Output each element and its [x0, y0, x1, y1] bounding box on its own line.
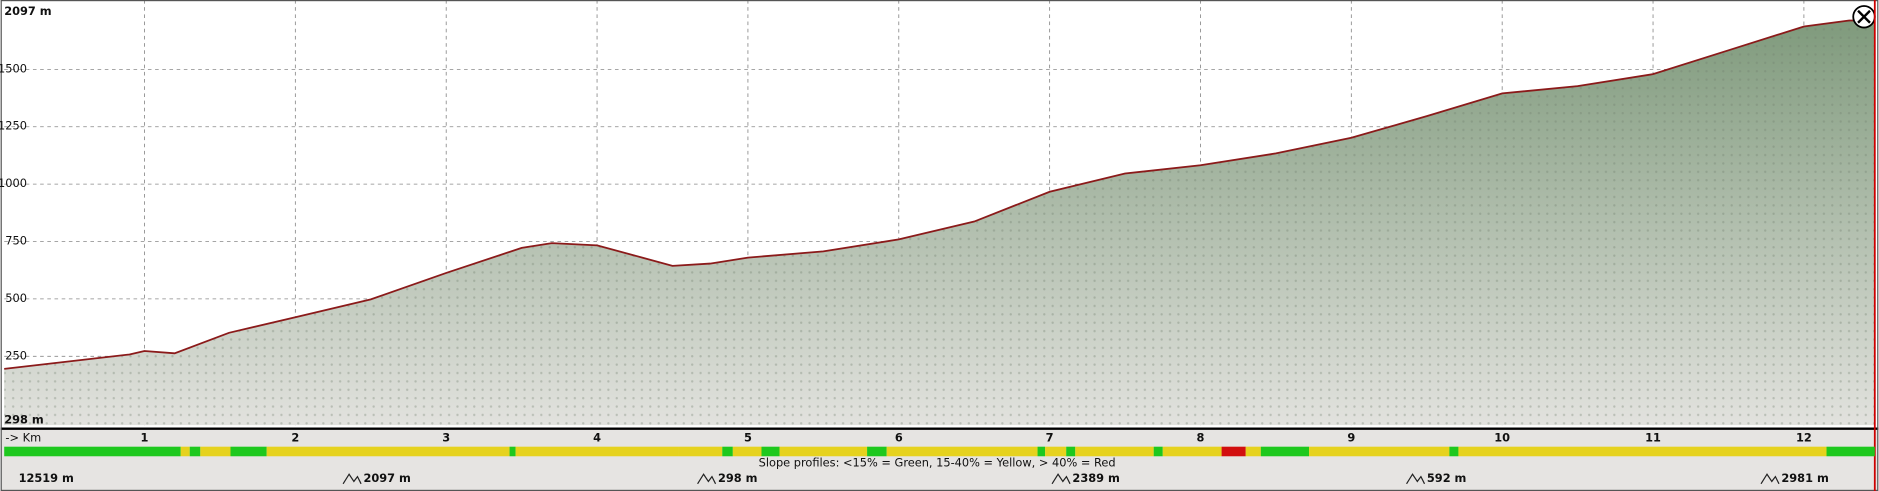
slope-segment	[1045, 446, 1067, 457]
x-tick-label: 9	[1347, 430, 1355, 444]
y-tick-label: 250	[5, 348, 27, 362]
slope-segment	[867, 446, 887, 457]
slope-segment	[732, 446, 762, 457]
slope-segment	[1458, 446, 1827, 457]
x-tick-label: 4	[593, 430, 601, 444]
profile-line	[4, 19, 1875, 370]
stat-icon	[1051, 473, 1071, 485]
slope-segment	[722, 446, 733, 457]
footer-strip	[0, 428, 1879, 491]
slope-segment	[1245, 446, 1261, 457]
stat-value: 2981 m	[1781, 471, 1828, 485]
y-tick-label: 1250	[0, 119, 27, 133]
x-tick-label: 8	[1197, 430, 1205, 444]
slope-segment	[1221, 446, 1246, 457]
slope-segment	[509, 446, 516, 457]
slope-segment	[515, 446, 679, 457]
slope-segment	[779, 446, 868, 457]
slope-segment	[200, 446, 231, 457]
x-tick-label: 7	[1046, 430, 1054, 444]
slope-segment	[1826, 446, 1875, 457]
x-tick-label: 6	[895, 430, 903, 444]
y-tick-label: 500	[5, 291, 27, 305]
slope-segment	[886, 446, 1038, 457]
slope-segment	[1153, 446, 1163, 457]
slope-segment	[1066, 446, 1076, 457]
x-axis-label: -> Km	[5, 430, 41, 444]
max-label: 2097 m	[4, 4, 51, 18]
slope-segment	[1162, 446, 1222, 457]
x-tick-label: 1	[141, 430, 149, 444]
x-tick-label: 5	[744, 430, 752, 444]
y-tick-label: 1500	[0, 61, 27, 75]
x-tick-label: 10	[1494, 430, 1510, 444]
close-button[interactable]	[1852, 5, 1876, 29]
x-tick-label: 12	[1796, 430, 1812, 444]
stat-value: 2097 m	[363, 471, 410, 485]
stat-value: 592 m	[1427, 471, 1467, 485]
close-icon[interactable]	[1857, 9, 1871, 24]
stat-value: 2389 m	[1072, 471, 1119, 485]
stat-icon	[1760, 473, 1780, 485]
stat-icon	[697, 473, 717, 485]
slope-segment	[1309, 446, 1450, 457]
slope-legend: Slope profiles: <15% = Green, 15-40% = Y…	[759, 455, 1116, 469]
stat-icon	[342, 473, 362, 485]
slope-segment	[1075, 446, 1154, 457]
stat-icon	[1406, 473, 1426, 485]
stat-value: 12519 m	[19, 471, 74, 485]
slope-segment	[230, 446, 267, 457]
slope-segment	[1037, 446, 1046, 457]
slope-segment	[189, 446, 201, 457]
x-tick-label: 2	[291, 430, 299, 444]
min-label: 298 m	[4, 412, 44, 426]
slope-segment	[180, 446, 190, 457]
area-texture	[4, 20, 1875, 426]
slope-segment	[1449, 446, 1459, 457]
slope-segment	[4, 446, 181, 457]
slope-segment	[266, 446, 510, 457]
x-tick-label: 11	[1645, 430, 1661, 444]
slope-segment	[1260, 446, 1310, 457]
slope-segment	[678, 446, 723, 457]
slope-segment	[761, 446, 780, 457]
y-tick-label: 750	[5, 234, 27, 248]
stat-value: 298 m	[718, 471, 758, 485]
x-tick-label: 3	[442, 430, 450, 444]
y-tick-label: 1000	[0, 176, 27, 190]
